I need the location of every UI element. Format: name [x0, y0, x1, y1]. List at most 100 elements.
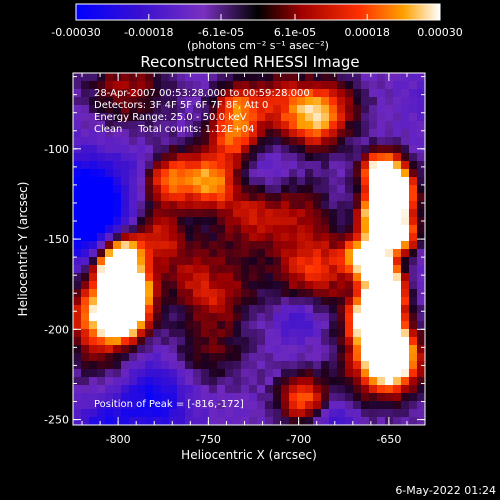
- image-pixel: [193, 161, 202, 170]
- image-pixel: [97, 337, 106, 346]
- image-pixel: [97, 89, 106, 98]
- image-pixel: [265, 305, 274, 314]
- x-tick-label: -650: [376, 433, 401, 446]
- colorbar-tick-label: -0.00018: [124, 26, 173, 39]
- image-pixel: [321, 217, 330, 226]
- image-pixel: [217, 185, 226, 194]
- image-pixel: [401, 193, 410, 202]
- image-pixel: [289, 377, 298, 386]
- image-pixel: [257, 81, 266, 90]
- image-pixel: [337, 153, 346, 162]
- image-pixel: [305, 81, 314, 90]
- image-pixel: [281, 281, 290, 290]
- image-pixel: [129, 225, 138, 234]
- image-pixel: [193, 225, 202, 234]
- image-pixel: [377, 353, 386, 362]
- image-pixel: [409, 401, 418, 410]
- image-pixel: [289, 273, 298, 282]
- image-pixel: [273, 369, 282, 378]
- image-pixel: [305, 233, 314, 242]
- colorbar-tick-label: 0.00030: [417, 26, 463, 39]
- image-pixel: [233, 313, 242, 322]
- image-pixel: [297, 281, 306, 290]
- image-pixel: [121, 345, 130, 354]
- image-pixel: [161, 385, 170, 394]
- image-pixel: [201, 185, 210, 194]
- image-pixel: [145, 393, 154, 402]
- image-pixel: [81, 217, 90, 226]
- image-pixel: [281, 225, 290, 234]
- image-pixel: [129, 113, 138, 122]
- image-pixel: [417, 329, 425, 338]
- image-pixel: [81, 249, 90, 258]
- image-pixel: [361, 201, 370, 210]
- image-pixel: [385, 385, 394, 394]
- image-pixel: [313, 113, 322, 122]
- image-pixel: [409, 353, 418, 362]
- image-pixel: [337, 193, 346, 202]
- image-pixel: [105, 177, 114, 186]
- image-pixel: [241, 313, 250, 322]
- image-pixel: [193, 393, 202, 402]
- image-pixel: [169, 409, 178, 418]
- image-pixel: [81, 161, 90, 170]
- image-pixel: [177, 345, 186, 354]
- image-pixel: [353, 257, 362, 266]
- image-pixel: [377, 73, 386, 82]
- image-pixel: [273, 161, 282, 170]
- image-pixel: [265, 97, 274, 106]
- image-pixel: [185, 265, 194, 274]
- image-pixel: [329, 217, 338, 226]
- image-pixel: [385, 401, 394, 410]
- image-pixel: [385, 377, 394, 386]
- image-pixel: [145, 121, 154, 130]
- image-pixel: [337, 337, 346, 346]
- image-pixel: [193, 401, 202, 410]
- image-pixel: [289, 241, 298, 250]
- image-pixel: [233, 177, 242, 186]
- image-pixel: [257, 105, 266, 114]
- image-pixel: [353, 225, 362, 234]
- image-pixel: [153, 97, 162, 106]
- image-pixel: [361, 121, 370, 130]
- image-pixel: [361, 137, 370, 146]
- image-pixel: [105, 217, 114, 226]
- image-pixel: [81, 169, 90, 178]
- image-pixel: [273, 177, 282, 186]
- reconstructed-image: [73, 73, 425, 425]
- image-pixel: [409, 137, 418, 146]
- image-pixel: [321, 337, 330, 346]
- image-pixel: [393, 97, 402, 106]
- image-pixel: [257, 217, 266, 226]
- image-pixel: [297, 97, 306, 106]
- image-pixel: [113, 185, 122, 194]
- image-pixel: [233, 137, 242, 146]
- image-pixel: [105, 369, 114, 378]
- image-pixel: [321, 121, 330, 130]
- image-pixel: [209, 417, 218, 425]
- image-pixel: [177, 225, 186, 234]
- image-pixel: [313, 89, 322, 98]
- image-pixel: [297, 289, 306, 298]
- image-pixel: [113, 153, 122, 162]
- image-pixel: [273, 289, 282, 298]
- image-pixel: [145, 209, 154, 218]
- image-pixel: [241, 193, 250, 202]
- image-pixel: [337, 401, 346, 410]
- image-pixel: [153, 145, 162, 154]
- image-pixel: [313, 369, 322, 378]
- image-pixel: [185, 217, 194, 226]
- image-pixel: [361, 337, 370, 346]
- image-pixel: [73, 305, 82, 314]
- image-pixel: [121, 321, 130, 330]
- image-pixel: [361, 217, 370, 226]
- image-pixel: [297, 337, 306, 346]
- image-pixel: [313, 121, 322, 130]
- image-pixel: [209, 345, 218, 354]
- image-pixel: [113, 393, 122, 402]
- image-pixel: [185, 417, 194, 425]
- image-pixel: [393, 137, 402, 146]
- image-pixel: [121, 97, 130, 106]
- image-pixel: [313, 145, 322, 154]
- image-pixel: [105, 81, 114, 90]
